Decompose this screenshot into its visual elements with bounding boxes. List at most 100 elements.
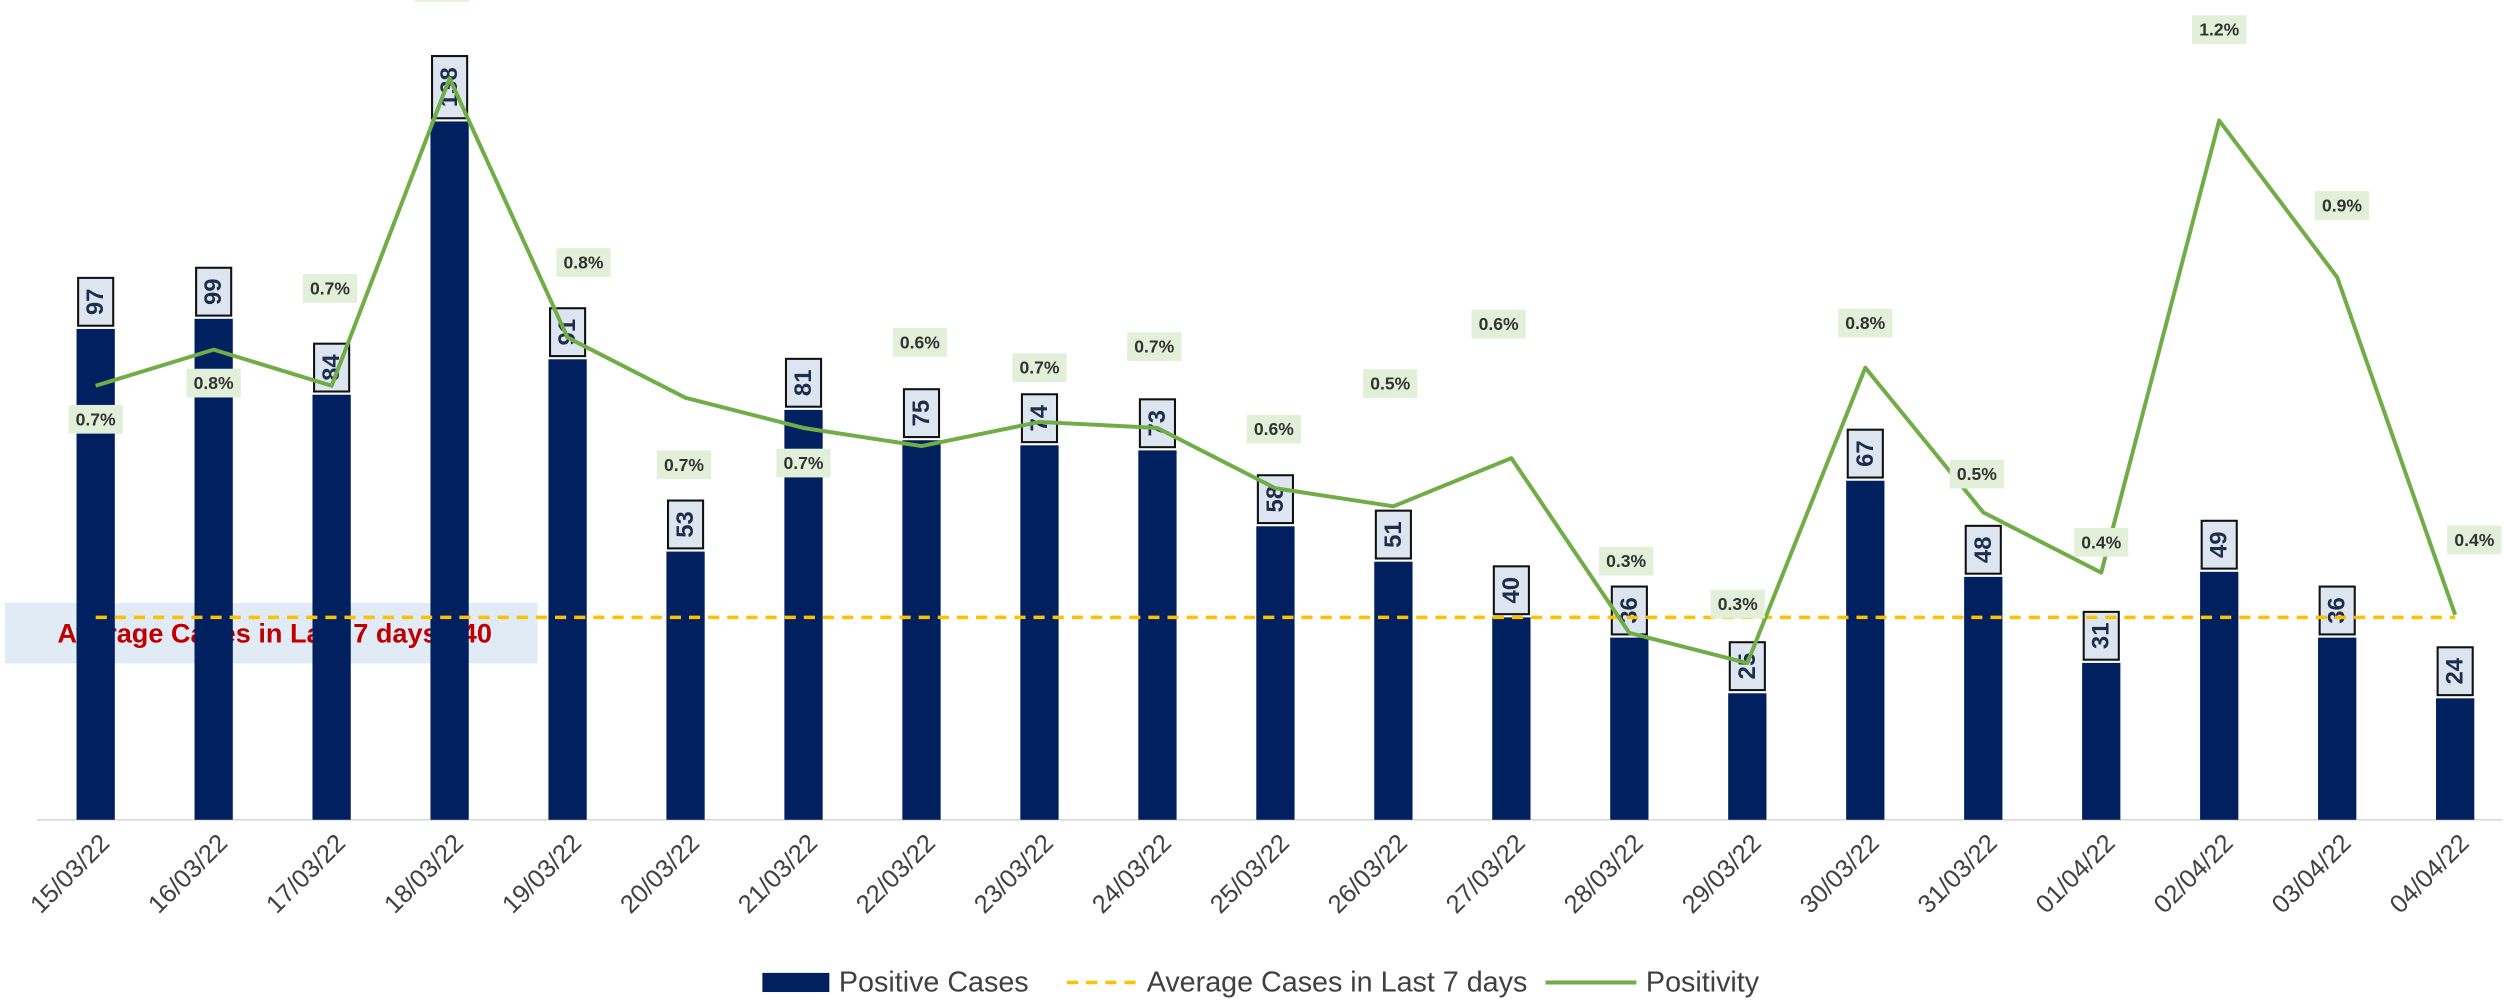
positivity-label-box [414, 0, 469, 2]
x-tick-label: 31/03/22 [1913, 829, 2003, 919]
positivity-label: 0.7% [784, 453, 824, 473]
bar [1728, 693, 1767, 820]
bar [2318, 637, 2357, 820]
bar-label: 49 [2206, 531, 2233, 558]
x-tick-label: 22/03/22 [851, 829, 941, 919]
bar-label: 81 [790, 369, 817, 396]
positivity-label-box [1127, 332, 1182, 361]
x-tick-label: 27/03/22 [1441, 829, 1531, 919]
bar [430, 121, 469, 820]
bar [1256, 526, 1295, 820]
positivity-label-box [1599, 546, 1654, 576]
positivity-label: 0.9% [2322, 196, 2362, 216]
bar-label-box [2200, 519, 2238, 570]
positivity-label: 0.7% [1019, 358, 1059, 378]
bar-label: 48 [1970, 536, 1997, 563]
bar [1138, 450, 1177, 820]
bar-label: 53 [672, 511, 699, 538]
positivity-label-box [656, 450, 712, 480]
positivity-label: 0.3% [1606, 551, 1646, 571]
bar-label: 75 [908, 400, 935, 427]
positivity-label-box [1838, 308, 1893, 338]
x-tick-label: 20/03/22 [615, 829, 705, 919]
positivity-label: 0.5% [1957, 464, 1997, 484]
bar-label-box [2436, 646, 2474, 697]
bar-label: 99 [200, 278, 227, 305]
bar-label: 40 [1498, 577, 1525, 604]
bar-label-box [2082, 610, 2120, 661]
positivity-label-box [2192, 15, 2247, 45]
bar-label-box [1846, 428, 1884, 479]
bar [902, 440, 941, 820]
positivity-label: 0.4% [2081, 532, 2121, 552]
bar-label-box [902, 388, 941, 439]
bar-label-box [1492, 565, 1530, 616]
bar [194, 318, 233, 820]
positivity-label: 0.8% [564, 253, 604, 273]
positivity-label-box [1471, 309, 1526, 339]
bar-label-box [1374, 509, 1412, 560]
bar-label-box [666, 499, 705, 550]
x-tick-label: 04/04/22 [2385, 829, 2475, 919]
bar-label-box [2318, 585, 2356, 636]
x-tick-label: 01/04/22 [2031, 829, 2121, 919]
x-tick-label: 17/03/22 [261, 829, 351, 919]
bar [1846, 480, 1885, 820]
positivity-label-box [1710, 589, 1765, 619]
bar-label-box [1728, 641, 1766, 692]
legend-swatch [762, 972, 830, 993]
x-tick-label: 21/03/22 [733, 829, 823, 919]
bar-label-box [1020, 393, 1059, 444]
positivity-label: 0.8% [1845, 313, 1885, 333]
positivity-label: 0.4% [2454, 530, 2494, 550]
positivity-label: 0.6% [1479, 314, 1519, 334]
bar-label-box [1610, 585, 1648, 636]
positivity-label-box [1246, 414, 1301, 444]
bar [548, 359, 587, 820]
bar [666, 551, 705, 820]
positivity-label-box [302, 274, 358, 303]
positivity-label: 1.2% [2199, 20, 2239, 40]
bar [784, 409, 823, 820]
positivity-line [95, 76, 2458, 666]
positivity-label-box [892, 328, 948, 357]
x-tick-label: 28/03/22 [1559, 829, 1649, 919]
x-tick-label: 03/04/22 [2267, 829, 2357, 919]
x-tick-label: 25/03/22 [1205, 829, 1295, 919]
bar [76, 328, 115, 820]
positivity-label: 0.8% [194, 373, 234, 393]
bar [1020, 445, 1059, 820]
x-tick-label: 24/03/22 [1087, 829, 1177, 919]
positivity-label-box [1949, 459, 2005, 489]
x-tick-label: 15/03/22 [25, 829, 115, 919]
x-tick-label: 18/03/22 [379, 829, 469, 919]
bar [2436, 698, 2475, 820]
bar [1964, 576, 2003, 820]
bar-label-box [77, 276, 115, 327]
positivity-label: 0.5% [1370, 374, 1410, 394]
positivity-label: 0.7% [310, 278, 350, 298]
positivity-label: 0.6% [1254, 419, 1294, 439]
x-tick-label: 30/03/22 [1795, 829, 1885, 919]
positivity-label: 0.7% [1134, 337, 1174, 357]
positivity-label-box [2074, 527, 2129, 557]
bar [2082, 662, 2121, 820]
positivity-label: 0.6% [900, 332, 940, 352]
x-tick-label: 02/04/22 [2149, 829, 2239, 919]
positivity-label: 0.7% [664, 455, 704, 475]
legend-label: Positivity [1646, 966, 1760, 998]
x-tick-label: 23/03/22 [969, 829, 1059, 919]
bar-label: 97 [82, 289, 109, 316]
positivity-label-box [2447, 525, 2502, 555]
positivity-label-box [186, 368, 241, 398]
x-tick-label: 19/03/22 [497, 829, 587, 919]
bar [1492, 617, 1531, 820]
bar-label-box [1138, 398, 1177, 449]
bar-label: 25 [1734, 653, 1761, 680]
bar [1610, 637, 1649, 820]
positivity-label-box [1363, 369, 1418, 398]
legend-label: Positive Cases [839, 966, 1029, 998]
positivity-label-box [2314, 191, 2370, 220]
x-tick-label: 26/03/22 [1323, 829, 1413, 919]
